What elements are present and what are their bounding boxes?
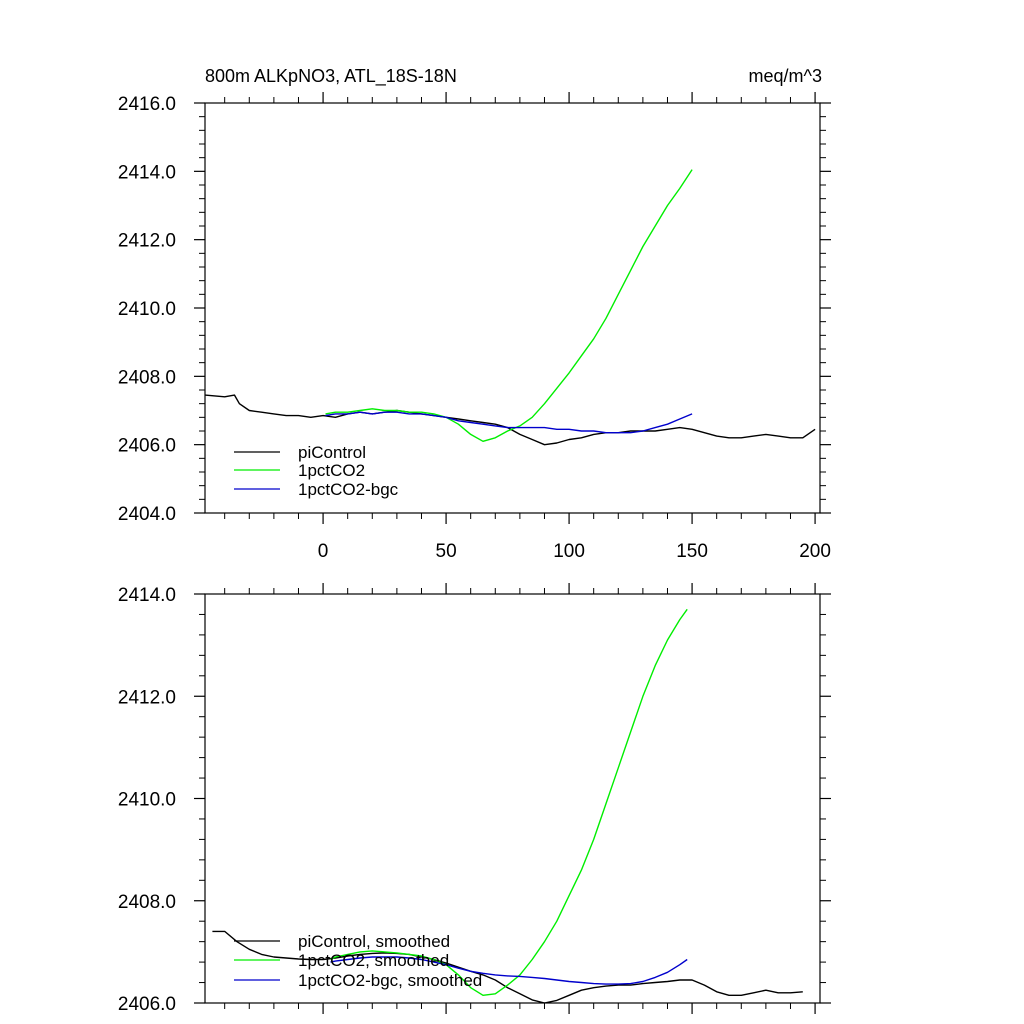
legend-label-1pctco2-smoothed: 1pctCO2, smoothed <box>298 951 449 970</box>
top-panel-series <box>205 169 816 446</box>
bottom-panel-legend: piControl, smoothed 1pctCO2, smoothed 1p… <box>234 932 482 990</box>
top-y-tick-label: 2404.0 <box>118 504 176 525</box>
legend-label-picontrol: piControl <box>298 443 366 462</box>
series-line-picontrol-smoothed <box>212 930 803 1003</box>
series-line-1pctco2-smoothed <box>330 608 688 996</box>
top-y-tick-label: 2416.0 <box>118 94 176 115</box>
top-y-tick-label: 2406.0 <box>118 436 176 457</box>
bottom-panel-frame <box>204 593 821 1004</box>
bottom-y-tick-label: 2410.0 <box>118 790 176 811</box>
series-line-1pctco2-bgc <box>325 411 693 434</box>
series-line-1pctco2-bgc-smoothed <box>330 956 688 985</box>
bottom-y-tick-label: 2412.0 <box>118 687 176 708</box>
top-x-tick-label: 100 <box>553 541 585 562</box>
legend-label-1pctco2: 1pctCO2 <box>298 461 365 480</box>
legend-label-picontrol-smoothed: piControl, smoothed <box>298 932 450 951</box>
bottom-y-tick-label: 2406.0 <box>118 994 176 1015</box>
bottom-panel-series <box>212 608 803 1003</box>
series-line-picontrol <box>205 394 816 446</box>
series-line-1pctco2 <box>325 169 693 442</box>
top-panel-legend: piControl 1pctCO2 1pctCO2-bgc <box>234 443 399 499</box>
top-panel-frame <box>204 102 821 514</box>
bottom-y-tick-label: 2414.0 <box>118 585 176 606</box>
bottom-panel-ticks: 2406.0 2408.0 2410.0 2412.0 2414.0 <box>118 583 831 1015</box>
legend-label-1pctco2-bgc: 1pctCO2-bgc <box>298 480 399 499</box>
top-x-tick-label: 50 <box>436 541 457 562</box>
top-panel-title: 800m ALKpNO3, ATL_18S-18N <box>205 66 457 87</box>
bottom-y-tick-label: 2408.0 <box>118 892 176 913</box>
top-x-tick-label: 0 <box>318 541 329 562</box>
top-x-tick-label: 150 <box>676 541 708 562</box>
top-panel-units: meq/m^3 <box>749 66 822 86</box>
top-panel: 800m ALKpNO3, ATL_18S-18N meq/m^3 0 50 100… <box>118 66 831 562</box>
top-panel-ticks: 0 50 100 150 200 2404.0 2406.0 2408.0 2410.0 2412… <box>118 92 831 562</box>
top-y-tick-label: 2412.0 <box>118 231 176 252</box>
top-y-tick-label: 2410.0 <box>118 299 176 320</box>
bottom-panel: 2406.0 2408.0 2410.0 2412.0 2414.0 piControl… <box>118 583 831 1015</box>
top-x-tick-label: 200 <box>799 541 831 562</box>
legend-label-1pctco2-bgc-smoothed: 1pctCO2-bgc, smoothed <box>298 971 482 990</box>
top-y-tick-label: 2408.0 <box>118 367 176 388</box>
top-y-tick-label: 2414.0 <box>118 162 176 183</box>
